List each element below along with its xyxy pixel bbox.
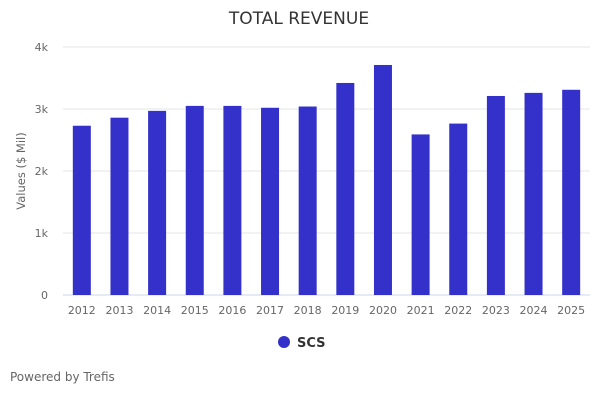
y-tick-label: 1k [35,227,49,240]
x-tick-label: 2022 [444,304,472,317]
bar-2016[interactable] [223,105,242,296]
y-axis-label: Values ($ Mil) [14,132,28,210]
bar-2023[interactable] [486,95,505,295]
bars [72,64,581,296]
bar-2024[interactable] [524,92,543,295]
bar-2013[interactable] [110,117,129,296]
x-tick-label: 2021 [407,304,435,317]
x-tick-label: 2017 [256,304,284,317]
x-tick-label: 2016 [218,304,246,317]
bar-2012[interactable] [72,125,91,296]
powered-by-credit[interactable]: Powered by Trefis [10,370,115,384]
x-tick-label: 2020 [369,304,397,317]
legend[interactable]: SCS [278,336,326,351]
bar-2022[interactable] [449,123,468,295]
bar-2019[interactable] [336,82,355,296]
legend-label[interactable]: SCS [297,336,326,351]
bar-2020[interactable] [373,64,392,295]
x-tick-label: 2014 [143,304,171,317]
x-tick-label: 2023 [482,304,510,317]
x-tick-label: 2018 [294,304,322,317]
bar-2018[interactable] [298,106,317,296]
bar-2025[interactable] [562,89,581,295]
y-tick-label: 3k [35,103,49,116]
y-tick-label: 4k [35,41,49,54]
chart-title: TOTAL REVENUE [228,9,369,29]
x-tick-label: 2024 [520,304,548,317]
bar-2017[interactable] [261,107,280,295]
x-tick-label: 2025 [557,304,585,317]
bar-2014[interactable] [148,110,167,295]
bar-2015[interactable] [185,105,204,296]
x-axis-ticks: 2012 2013 2014 2015 2016 2017 2018 2019 2020 2021… [68,304,585,317]
legend-marker [278,336,290,348]
gridlines [63,46,590,296]
x-tick-label: 2012 [68,304,96,317]
x-tick-label: 2015 [181,304,209,317]
x-tick-label: 2019 [331,304,359,317]
y-tick-label: 2k [35,165,49,178]
x-tick-label: 2013 [105,304,133,317]
y-tick-label: 0 [41,289,48,302]
y-axis-ticks: 0 1k 2k 3k 4k [35,41,49,302]
bar-2021[interactable] [411,134,430,295]
